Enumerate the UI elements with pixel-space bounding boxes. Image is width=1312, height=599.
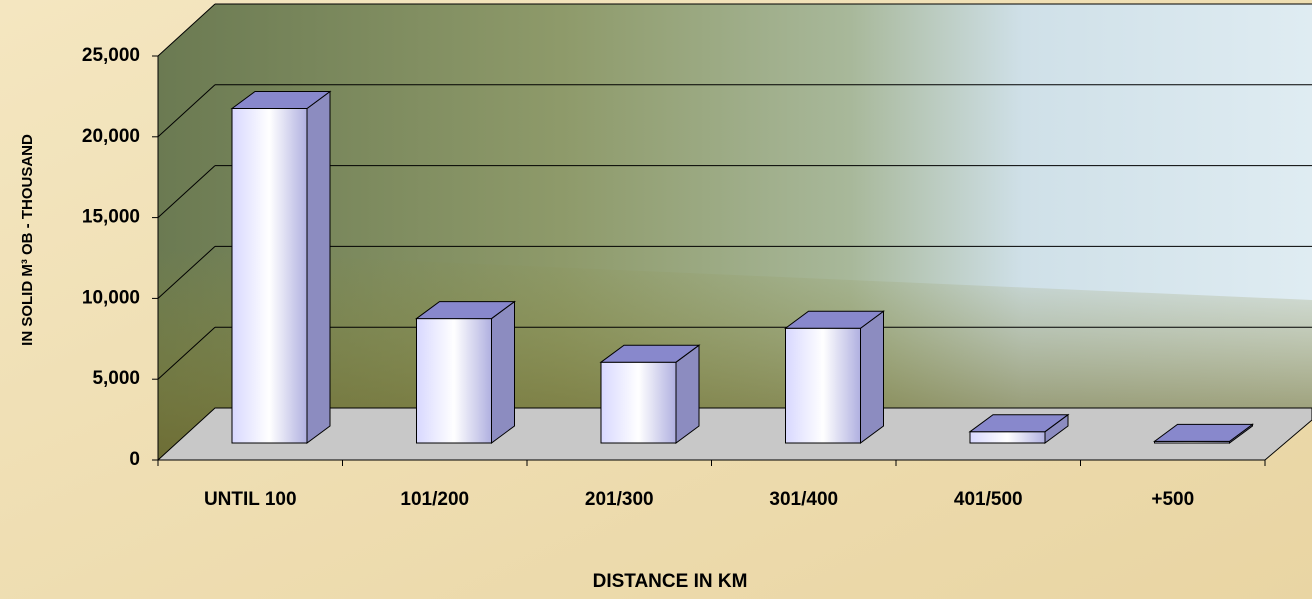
y-axis-title: IN SOLID M³ OB - THOUSAND [19,134,36,346]
x-tick-label: UNTIL 100 [204,489,297,510]
bar [970,432,1045,443]
y-tick-label: 20,000 [82,126,140,147]
bar-side [307,91,330,443]
y-tick-label: 5,000 [92,368,140,389]
x-tick-label: 201/300 [585,489,654,510]
x-tick-label: 101/200 [400,489,469,510]
y-tick-label: 10,000 [82,287,140,308]
y-tick-label: 25,000 [82,45,140,66]
x-tick-label: 401/500 [954,489,1023,510]
x-tick-label: +500 [1151,489,1194,510]
bar [786,328,861,443]
chart: DISTANCE IN KM IN SOLID M³ OB - THOUSAND… [0,0,1312,599]
y-tick-label: 15,000 [82,207,140,228]
bar [417,319,492,443]
x-axis-title: DISTANCE IN KM [593,571,748,592]
x-tick-label: 301/400 [769,489,838,510]
bar [601,362,676,443]
bar-side [492,302,515,443]
floor [158,408,1312,460]
y-tick-label: 0 [129,449,140,470]
bar-side [861,311,884,443]
bar [232,108,307,443]
